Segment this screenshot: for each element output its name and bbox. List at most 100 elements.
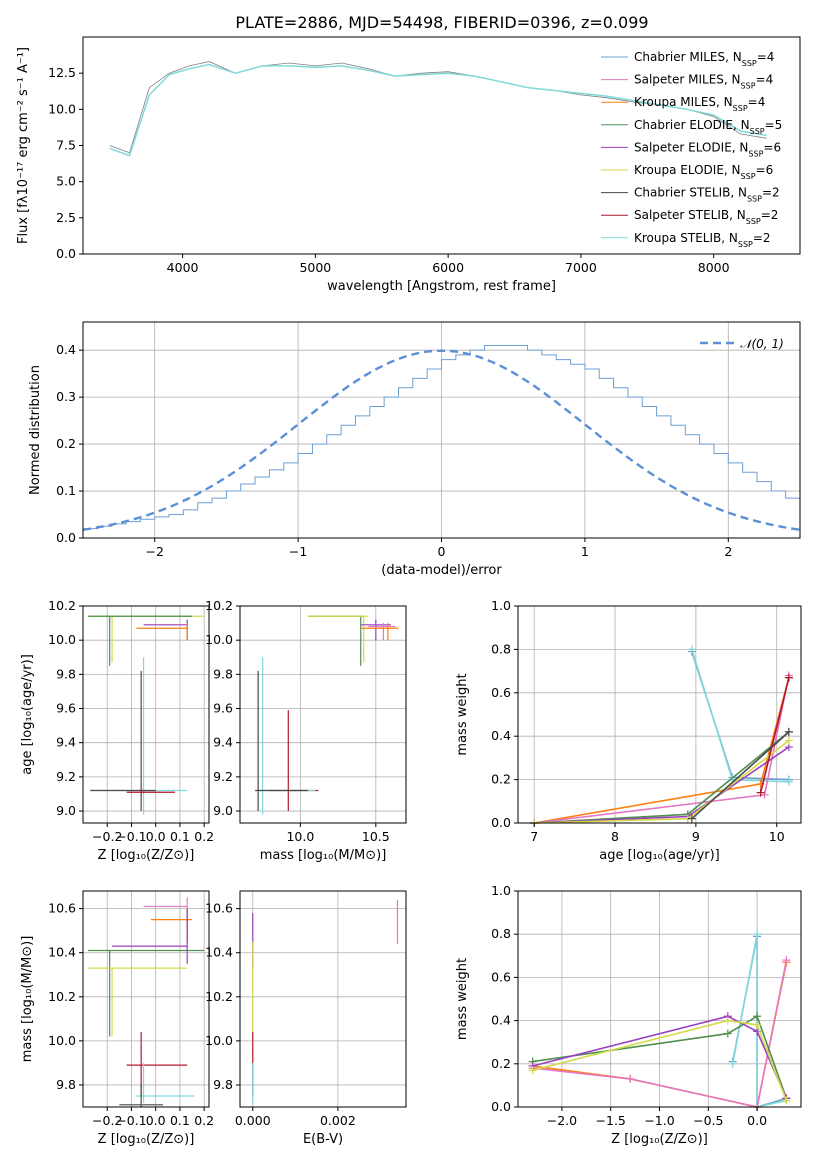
y-tick-label: 10.4 — [48, 945, 76, 960]
x-tick-label: 0.0 — [747, 1113, 767, 1128]
weight-marker — [756, 788, 765, 797]
y-tick-label: 10.2 — [205, 989, 233, 1004]
y-axis-label: Normed distribution — [28, 365, 43, 495]
x-tick-label: −0.5 — [693, 1113, 723, 1128]
y-tick-label: 0.0 — [56, 530, 76, 545]
y-tick-label: 5.0 — [56, 174, 76, 189]
x-tick-label: 4000 — [167, 260, 199, 275]
legend-entry: Kroupa MILES, NSSP=4 — [634, 95, 765, 113]
y-tick-label: 0.1 — [56, 483, 76, 498]
axes-mass_vs_Z: −0.2−0.1 0.0 0.1 0.2 9.8 10.0 10.2 10.4 10.6 Z [l… — [20, 890, 214, 1147]
x-tick-label: 0.1 — [170, 1113, 190, 1128]
y-axis-label: Flux [fλ10⁻¹⁷ erg cm⁻² s⁻¹ A⁻¹] — [16, 47, 31, 244]
y-tick-label: 0.6 — [491, 685, 511, 700]
y-tick-label: 0.8 — [491, 926, 511, 941]
y-tick-label: 0.2 — [491, 1056, 511, 1071]
y-tick-label: 12.5 — [48, 65, 76, 80]
weight-line — [532, 1019, 788, 1101]
x-axis-label: (data-model)/error — [381, 563, 502, 578]
x-tick-label: −1.5 — [596, 1113, 626, 1128]
y-axis-label: mass weight — [455, 673, 470, 755]
weight-line — [532, 959, 788, 1108]
x-tick-label: 0.000 — [235, 1113, 271, 1128]
x-tick-label: 0.2 — [194, 1113, 214, 1128]
y-tick-label: 10.4 — [205, 945, 233, 960]
axes-residuals: 𝒩(0, 1) −2 −1 0 1 2 0.0 0.1 0.2 0.3 0.4 (data-model… — [28, 321, 801, 578]
y-tick-label: 10.0 — [48, 101, 76, 116]
weight-marker — [753, 1020, 762, 1029]
weight-line — [759, 677, 790, 793]
y-tick-label: 9.6 — [56, 701, 76, 716]
weight-line — [534, 677, 790, 824]
model-spectrum-line — [109, 63, 767, 157]
y-tick-label: 9.4 — [213, 735, 233, 750]
weight-line — [532, 1015, 788, 1099]
y-tick-label: 0.2 — [56, 436, 76, 451]
y-tick-label: 9.2 — [56, 769, 76, 784]
y-tick-label: 10.2 — [205, 598, 233, 613]
y-tick-label: 10.0 — [48, 1033, 76, 1048]
x-tick-label: −0.2 — [92, 829, 122, 844]
plot-frame — [82, 605, 210, 824]
weight-marker — [782, 956, 791, 965]
weight-marker — [728, 1059, 737, 1068]
x-axis-label: Z [log₁₀(Z/Z⊙)] — [98, 1132, 195, 1147]
x-tick-label: 9 — [692, 829, 700, 844]
plots: Chabrier MILES, NSSP=4 Salpeter MILES, NS… — [16, 36, 802, 1147]
legend-entry: Kroupa STELIB, NSSP=2 — [634, 231, 771, 249]
y-tick-label: 1.0 — [491, 598, 511, 613]
y-tick-label: 10.2 — [48, 989, 76, 1004]
axes-age_vs_mass: 10.0 10.5 9.0 9.2 9.4 9.6 9.8 10.0 10.2 mass [log… — [205, 598, 407, 863]
y-tick-label: 10.6 — [48, 901, 76, 916]
normal-curve — [82, 349, 801, 531]
x-tick-label: −0.1 — [116, 1113, 146, 1128]
x-tick-label: 0.0 — [146, 1113, 166, 1128]
x-tick-label: 2 — [724, 544, 732, 559]
weight-line — [691, 731, 790, 820]
legend-entry: Chabrier MILES, NSSP=4 — [634, 50, 774, 68]
y-tick-label: 0.3 — [56, 389, 76, 404]
weight-marker — [784, 777, 793, 786]
x-axis-label: wavelength [Angstrom, rest frame] — [327, 279, 556, 294]
x-tick-label: −2 — [145, 544, 163, 559]
x-tick-label: 10 — [769, 829, 785, 844]
weight-line — [731, 934, 787, 1108]
x-tick-label: −1.0 — [644, 1113, 674, 1128]
x-tick-label: 7000 — [565, 260, 597, 275]
residual-histogram — [82, 344, 800, 538]
weight-marker — [687, 814, 696, 823]
x-tick-label: 5000 — [299, 260, 331, 275]
y-tick-label: 10.0 — [205, 1033, 233, 1048]
y-axis-label: age [log₁₀(age/yr)] — [20, 654, 35, 775]
plot-frame — [517, 605, 802, 824]
legend-entry: 𝒩(0, 1) — [740, 337, 784, 351]
y-tick-label: 0.0 — [491, 1099, 511, 1114]
axes-weight_vs_Z: −2.0 −1.5 −1.0 −0.5 0.0 0.0 0.2 0.4 0.6 0.8 1.0 Z [… — [455, 883, 802, 1147]
y-tick-label: 0.0 — [491, 815, 511, 830]
y-tick-label: 0.8 — [491, 641, 511, 656]
y-tick-label: 9.6 — [213, 701, 233, 716]
weight-marker — [753, 1012, 762, 1021]
weight-marker — [784, 727, 793, 736]
x-axis-label: E(B-V) — [303, 1132, 343, 1147]
weight-marker — [782, 1096, 791, 1105]
weight-marker — [760, 790, 769, 799]
axes-mass_vs_ebv: 0.000 0.002 9.8 10.0 10.2 10.4 10.6 E(B-V) — [205, 890, 407, 1147]
x-tick-label: 10.0 — [286, 829, 314, 844]
x-tick-label: 8000 — [698, 260, 730, 275]
x-tick-label: −0.2 — [92, 1113, 122, 1128]
weight-marker — [753, 930, 762, 939]
weight-marker — [687, 645, 696, 654]
x-tick-label: 7 — [530, 829, 538, 844]
y-tick-label: 0.4 — [491, 728, 511, 743]
y-tick-label: 0.2 — [491, 772, 511, 787]
y-tick-label: 9.0 — [56, 803, 76, 818]
x-axis-label: Z [log₁₀(Z/Z⊙)] — [611, 1132, 708, 1147]
weight-line — [691, 649, 789, 783]
weight-marker — [723, 1016, 732, 1025]
x-axis-label: age [log₁₀(age/yr)] — [599, 848, 720, 863]
y-tick-label: 10.0 — [205, 632, 233, 647]
x-axis-label: mass [log₁₀(M/M⊙)] — [260, 848, 387, 863]
x-tick-label: 0.002 — [320, 1113, 356, 1128]
